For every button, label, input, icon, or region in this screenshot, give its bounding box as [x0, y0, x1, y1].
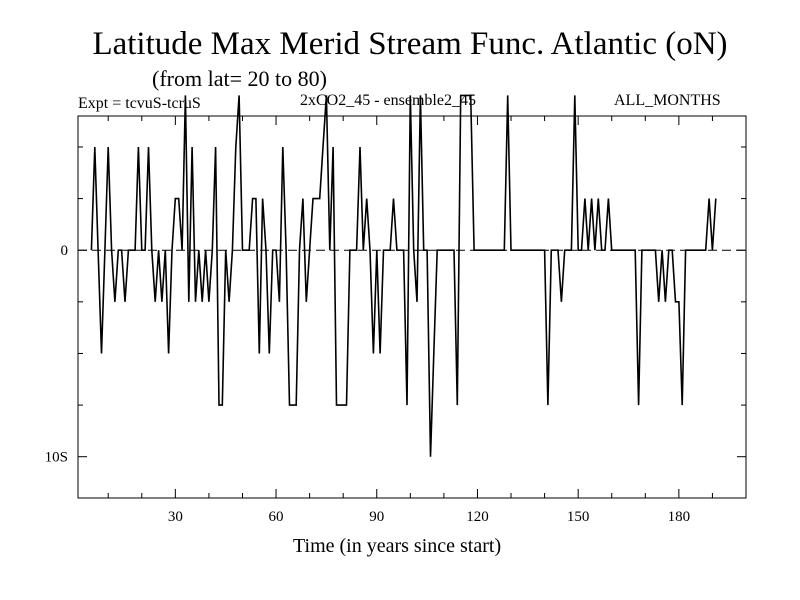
- axis-ticks: [78, 116, 747, 498]
- experiment-label: Expt = tcvuS-tcruS: [78, 95, 201, 112]
- axis-tick-labels: 30 60 90 120 150 180 0 10S: [45, 243, 690, 525]
- plot-frame: [77, 115, 747, 499]
- months-label: ALL_MONTHS: [614, 92, 721, 109]
- x-tick-label: 150: [567, 509, 590, 525]
- x-tick-label: 60: [269, 509, 284, 525]
- y-tick-label: 0: [61, 243, 69, 259]
- x-tick-label: 30: [168, 509, 183, 525]
- ensemble-label: 2xCO2_45 - ensemble2_45: [300, 92, 476, 109]
- data-line: [90, 94, 717, 457]
- chart-title: Latitude Max Merid Stream Func. Atlantic…: [92, 26, 728, 62]
- x-tick-label: 90: [369, 509, 384, 525]
- x-tick-label: 120: [466, 509, 489, 525]
- x-tick-label: 180: [668, 509, 691, 525]
- y-tick-label: 10S: [45, 450, 68, 466]
- chart-subtitle: (from lat= 20 to 80): [152, 66, 327, 91]
- x-axis-label: Time (in years since start): [293, 535, 502, 557]
